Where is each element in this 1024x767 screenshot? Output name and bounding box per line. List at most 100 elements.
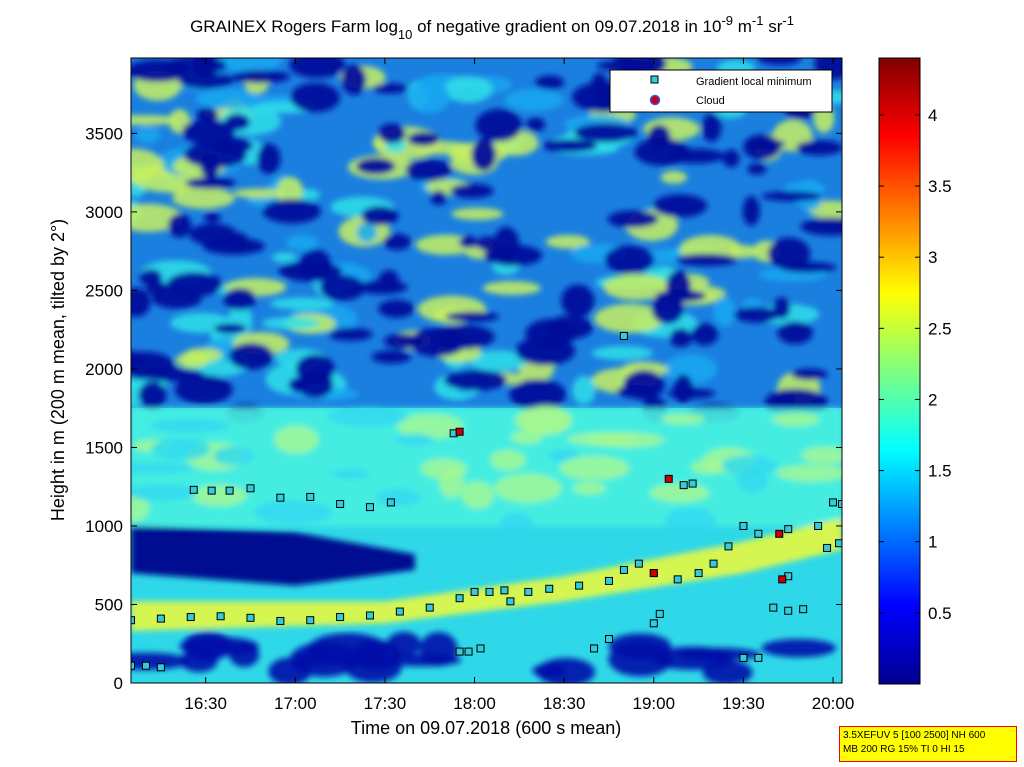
gradient-minimum-point [754,529,763,538]
chart-title: GRAINEX Rogers Farm log10 of negative gr… [190,13,794,42]
marker-layer [131,331,842,672]
gradient-minimum-point [524,587,533,596]
colorbar-tick-label: 1.5 [928,462,952,481]
gradient-minimum-point [724,542,733,551]
gradient-minimum-point [575,581,584,590]
parameter-line-1: 3.5XEFUV 5 [100 2500] NH 600 [843,730,986,741]
x-axis: 16:30 17:00 17:30 18:00 18:30 19:00 19:30 20:00 [184,58,854,713]
colorbar: 0.5 1 1.5 2 2.5 3 3.5 4 [878,57,952,685]
heatmap [131,58,842,683]
gradient-minimum-point [464,647,473,656]
gradient-minimum-point [545,584,554,593]
gradient-minimum-point [225,486,234,495]
gradient-minimum-point [814,521,823,530]
gradient-minimum-point [823,543,832,552]
x-tick-label: 19:00 [633,694,676,713]
x-tick-label: 19:30 [722,694,765,713]
gradient-minimum-point [246,484,255,493]
gradient-minimum-point [784,606,793,615]
gradient-minimum-point [835,539,842,548]
gradient-minimum-point [395,607,404,616]
gradient-minimum-point [365,503,374,512]
gradient-minimum-point [604,576,613,585]
gradient-minimum-point [425,603,434,612]
cloud-point [649,569,658,578]
gradient-minimum-point [500,586,509,595]
x-axis-label: Time on 09.07.2018 (600 s mean) [351,718,622,738]
legend: Gradient local minimum Cloud [609,69,833,113]
gradient-minimum-point [156,663,165,672]
colorbar-tick-label: 2 [928,390,937,409]
gradient-minimum-point [476,644,485,653]
y-axis-label: Height in m (200 m mean, tilted by 2°) [48,219,68,521]
gradient-minimum-point [829,498,838,507]
y-tick-label: 1500 [85,438,123,457]
gradient-minimum-point [709,559,718,568]
gradient-minimum-point [619,565,628,574]
gradient-minimum-point [655,609,664,618]
gradient-minimum-point [306,492,315,501]
gradient-minimum-point [189,485,198,494]
gradient-minimum-point [207,486,216,495]
gradient-minimum-point [619,331,628,340]
plot-frame [130,57,843,684]
gradient-minimum-point [131,661,135,670]
cloud-point [775,529,784,538]
gradient-minimum-point [455,647,464,656]
gradient-minimum-point [276,493,285,502]
gradient-minimum-point [216,612,225,621]
gradient-minimum-point [739,653,748,662]
gradient-minimum-point [799,605,808,614]
gradient-minimum-point [739,521,748,530]
gradient-minimum-point [336,613,345,622]
y-axis: 0 500 1000 1500 2000 2500 3000 3500 [85,124,842,693]
legend-label-minimum: Gradient local minimum [696,76,812,88]
gradient-minimum-point [604,635,613,644]
y-tick-label: 1000 [85,517,123,536]
gradient-minimum-point [455,594,464,603]
gradient-minimum-point [485,587,494,596]
gradient-minimum-point [141,661,150,670]
y-tick-label: 2500 [85,281,123,300]
gradient-minimum-point [306,616,315,625]
gradient-minimum-point [784,525,793,534]
gradient-minimum-point [679,481,688,490]
gradient-minimum-point [649,619,658,628]
gradient-minimum-point [276,616,285,625]
x-tick-label: 17:00 [274,694,317,713]
gradient-minimum-point [634,559,643,568]
colorbar-tick-label: 3.5 [928,177,952,196]
colorbar-tick-label: 4 [928,106,937,125]
colorbar-tick-label: 0.5 [928,604,952,623]
cloud-point [455,427,464,436]
x-tick-label: 20:00 [812,694,855,713]
gradient-minimum-point [336,499,345,508]
cloud-point [664,474,673,483]
y-tick-label: 2000 [85,360,123,379]
legend-marker-cloud [649,94,661,106]
gradient-minimum-point [156,614,165,623]
parameter-box: 3.5XEFUV 5 [100 2500] NH 600 MB 200 RG 1… [839,726,1017,762]
x-tick-label: 16:30 [184,694,227,713]
y-tick-label: 3000 [85,203,123,222]
colorbar-tick-label: 1 [928,533,937,552]
gradient-minimum-point [590,644,599,653]
y-tick-label: 3500 [85,124,123,143]
gradient-minimum-point [386,498,395,507]
gradient-minimum-point [688,479,697,488]
gradient-minimum-point [838,499,842,508]
gradient-minimum-point [470,587,479,596]
x-tick-label: 17:30 [364,694,407,713]
legend-marker-minimum [650,75,659,84]
parameter-line-2: MB 200 RG 15% TI 0 HI 15 [843,744,965,755]
gradient-minimum-point [131,616,135,625]
gradient-minimum-point [769,603,778,612]
colorbar-tick-label: 3 [928,248,937,267]
x-tick-label: 18:30 [543,694,586,713]
x-tick-label: 18:00 [453,694,496,713]
y-tick-label: 0 [114,674,123,693]
gradient-minimum-point [694,569,703,578]
gradient-minimum-point [673,575,682,584]
